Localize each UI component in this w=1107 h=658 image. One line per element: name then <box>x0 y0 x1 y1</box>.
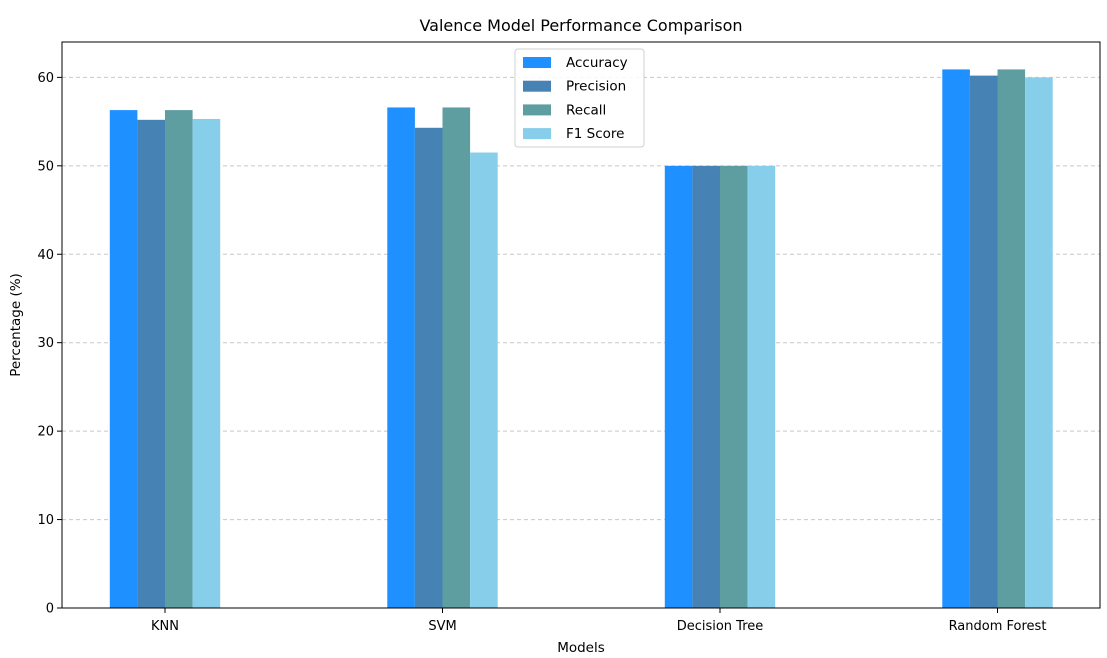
legend-label: Recall <box>566 102 606 118</box>
bar-accuracy <box>109 110 138 609</box>
y-tick-label: 30 <box>37 336 54 351</box>
bar-precision <box>969 75 998 608</box>
legend-swatch <box>523 104 551 116</box>
y-tick-label: 60 <box>37 71 54 86</box>
bar-accuracy <box>387 107 415 608</box>
y-tick-label: 20 <box>37 425 54 440</box>
bar-recall <box>165 110 193 609</box>
y-tick-label: 40 <box>37 248 54 263</box>
bars <box>109 69 1053 609</box>
legend-swatch <box>523 57 551 68</box>
y-tick-label: 0 <box>46 602 54 617</box>
x-axis: KNN SVM Decision Tree Random Forest <box>151 608 1046 634</box>
bar-recall <box>997 69 1026 608</box>
bar-f1-score <box>1025 77 1053 608</box>
x-tick-label: SVM <box>428 619 456 634</box>
legend-swatch <box>523 80 551 92</box>
y-tick-label: 10 <box>37 513 54 528</box>
y-tick-label: 50 <box>37 159 54 174</box>
bar-accuracy <box>664 165 693 608</box>
y-axis-label: Percentage (%) <box>8 273 24 377</box>
bar-f1-score <box>192 118 221 609</box>
legend-swatch <box>523 128 551 140</box>
bar-precision <box>692 165 720 608</box>
bar-f1-score <box>747 165 776 608</box>
x-tick-label: Random Forest <box>949 619 1047 634</box>
bar-accuracy <box>942 69 970 608</box>
legend: Accuracy Precision Recall F1 Score <box>514 48 645 148</box>
bar-f1-score <box>470 152 498 608</box>
legend-label: Precision <box>566 79 626 95</box>
plot-frame <box>61 41 1101 609</box>
bar-precision <box>414 127 443 609</box>
legend-label: F1 Score <box>566 126 624 142</box>
chart-title: Valence Model Performance Comparison <box>419 16 742 35</box>
x-tick-label: Decision Tree <box>677 619 764 634</box>
bar-recall <box>720 165 748 608</box>
bar-precision <box>137 119 165 608</box>
x-tick-label: KNN <box>151 619 179 634</box>
legend-label: Accuracy <box>566 55 628 71</box>
legend-box <box>514 48 645 148</box>
x-axis-label: Models <box>557 640 605 656</box>
bar-recall <box>442 107 471 608</box>
y-axis: 0 10 20 30 40 50 60 <box>37 71 62 617</box>
